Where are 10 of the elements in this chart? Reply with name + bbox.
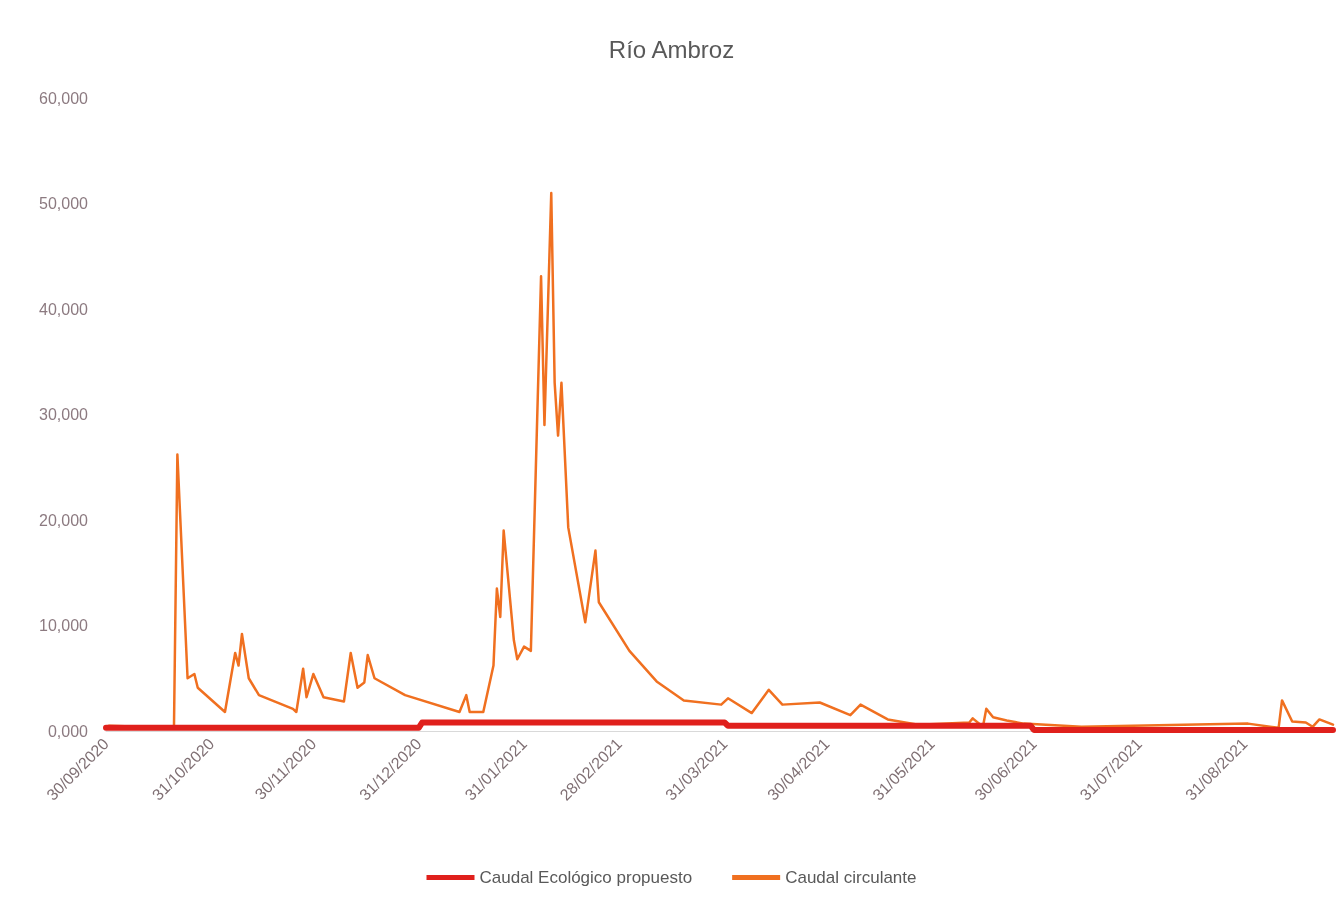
chart-title: Río Ambroz bbox=[608, 35, 735, 63]
legend-label: Caudal Ecológico propuesto bbox=[479, 868, 693, 887]
y-tick-label: 0,000 bbox=[47, 722, 89, 740]
y-tick-label: 40,000 bbox=[39, 300, 89, 318]
y-tick-label: 50,000 bbox=[39, 195, 89, 212]
y-tick-label: 60,000 bbox=[39, 89, 89, 107]
y-tick-label: 30,000 bbox=[39, 406, 89, 423]
legend-label: Caudal circulante bbox=[785, 868, 917, 887]
y-tick-label: 20,000 bbox=[39, 511, 89, 529]
y-tick-label: 10,000 bbox=[39, 617, 89, 634]
